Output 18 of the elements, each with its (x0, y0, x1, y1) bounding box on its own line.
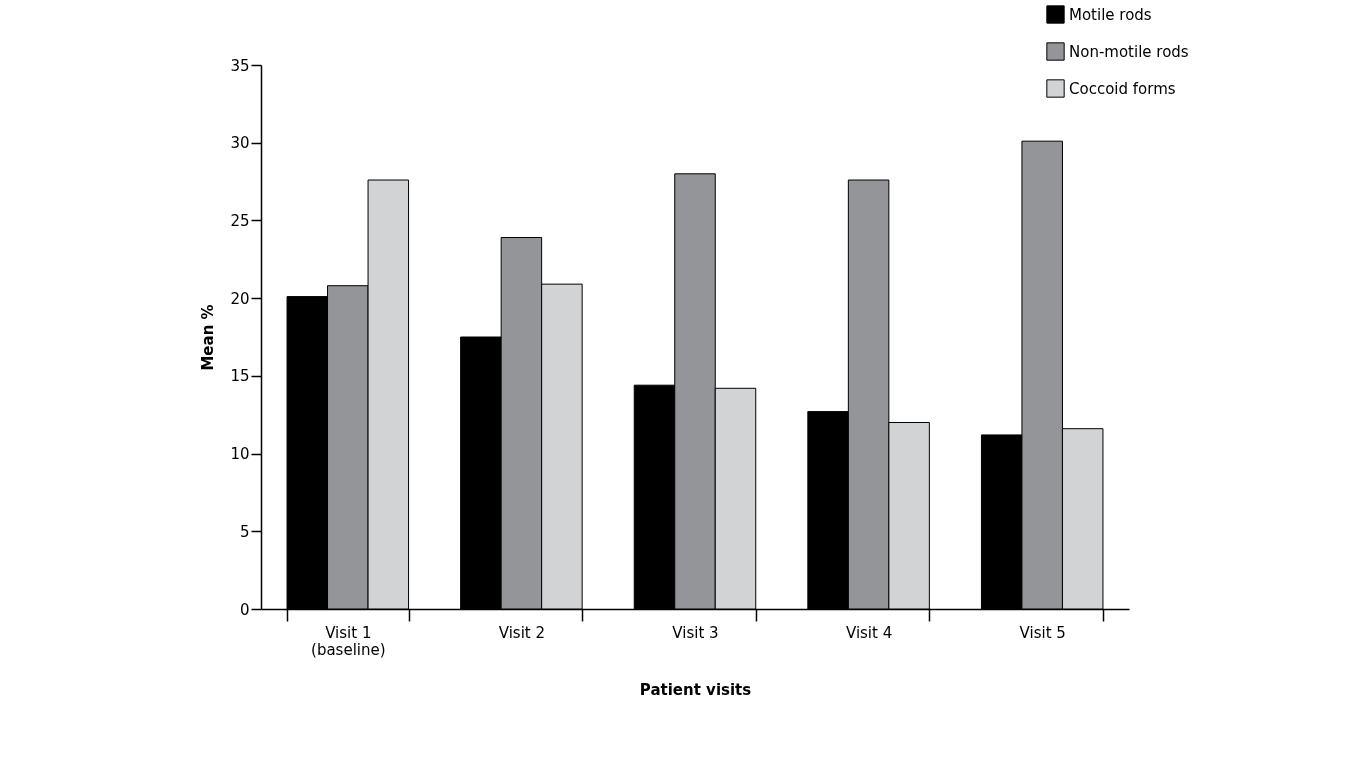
legend-label: Non-motile rods (1069, 42, 1189, 61)
y-axis-title: Mean % (199, 304, 218, 371)
x-tick-label: Visit 4 (845, 623, 893, 642)
y-tick-label: 10 (230, 445, 250, 464)
y-tick-label: 20 (230, 289, 250, 308)
y-tick-label: 25 (230, 211, 250, 230)
x-tick-label: Visit 2 (498, 623, 546, 642)
legend-label: Motile rods (1069, 5, 1152, 24)
y-tick-label: 5 (239, 522, 250, 541)
y-tick-label: 0 (239, 600, 250, 619)
legend-label: Coccoid forms (1069, 79, 1176, 98)
x-axis-title: Patient visits (639, 680, 752, 699)
y-tick-label: 35 (230, 56, 250, 75)
x-tick-label: Visit 3 (672, 623, 719, 642)
x-tick-label: Visit 5 (1019, 623, 1066, 642)
y-tick-label: 30 (230, 134, 250, 153)
y-tick-label: 15 (230, 367, 250, 386)
x-tick-label: Visit 1 (baseline) (311, 623, 386, 659)
